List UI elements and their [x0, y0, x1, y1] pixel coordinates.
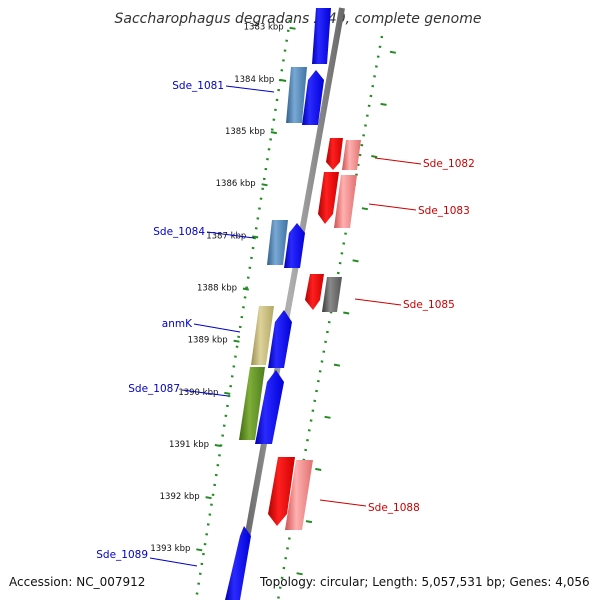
tick-mark-right: [296, 572, 303, 576]
tick-label: 1392 kbp: [160, 492, 200, 502]
gene-label-sde-1082[interactable]: Sde_1082: [423, 158, 475, 170]
tick-mark-left: [233, 339, 240, 343]
gene-glyph-sde-1089[interactable]: [225, 526, 251, 600]
gene-glyph-sde-1084-steel[interactable]: [267, 220, 288, 265]
gene-label-sde-1085[interactable]: Sde_1085: [403, 299, 455, 311]
tick-label: 1391 kbp: [169, 440, 209, 450]
tick-label: 1383 kbp: [244, 23, 284, 33]
tick-mark-right: [305, 520, 313, 524]
gene-glyph-sde-1088[interactable]: [268, 457, 295, 526]
gene-glyph-sde-1083-pink[interactable]: [334, 175, 357, 228]
gene-label-sde-1083[interactable]: Sde_1083: [418, 205, 470, 217]
tick-mark-right: [324, 415, 331, 419]
gene-glyph-sde-1083[interactable]: [318, 172, 339, 224]
gene-glyph-sde-1081-steel[interactable]: [286, 67, 307, 123]
gene-glyph-sde-1088-pink[interactable]: [285, 460, 313, 530]
tick-marks: 1383 kbp 1384 kbp 1385 kbp 1386 kbp 1387 kbp…: [150, 23, 396, 576]
gene-glyph-sde-1081[interactable]: [302, 70, 324, 125]
tick-mark-right: [380, 102, 387, 106]
gene-glyph-sde-1087[interactable]: [255, 370, 284, 444]
tick-mark-left: [252, 235, 259, 239]
gene-label-sde-1081[interactable]: Sde_1081: [172, 80, 224, 92]
topology-text: Topology: circular; Length: 5,057,531 bp…: [259, 575, 590, 589]
tick-label: 1388 kbp: [197, 284, 237, 294]
gene-label-sde-1087[interactable]: Sde_1087: [128, 383, 180, 395]
tick-mark-right: [361, 207, 368, 211]
accession-text: Accession: NC_007912: [9, 575, 145, 589]
tick-mark-left: [261, 183, 268, 187]
genome-backbone: [233, 7, 345, 600]
tick-mark-left: [270, 131, 277, 135]
gene-glyph-top-forward[interactable]: [312, 8, 331, 64]
gene-glyph-sde-1085[interactable]: [305, 274, 324, 310]
tick-mark-left: [280, 78, 287, 82]
gene-label-sde-1084[interactable]: Sde_1084: [153, 226, 205, 238]
tick-label: 1393 kbp: [150, 544, 190, 554]
tick-mark-left: [196, 548, 203, 552]
gene-glyph-sde-1082-pink[interactable]: [342, 140, 361, 170]
gene-label-sde-1089[interactable]: Sde_1089: [96, 549, 148, 561]
tick-mark-left: [289, 26, 296, 30]
tick-mark-right: [352, 259, 359, 263]
tick-mark-left: [205, 496, 212, 500]
gene-label-sde-1088[interactable]: Sde_1088: [368, 502, 420, 514]
tick-mark-left: [224, 391, 231, 395]
gene-glyph-sde-1082[interactable]: [326, 138, 343, 170]
tick-label: 1384 kbp: [234, 75, 274, 85]
tick-label: 1389 kbp: [188, 336, 228, 346]
map-title: Saccharophagus degradans 2-40, complete …: [115, 11, 482, 27]
gene-label-anmk[interactable]: anmK: [162, 318, 193, 330]
gene-glyph-anmk[interactable]: [268, 310, 292, 368]
tick-label: 1387 kbp: [206, 231, 246, 241]
tick-mark-left: [214, 444, 221, 447]
gene-glyph-anmk-khaki[interactable]: [251, 306, 274, 365]
tick-mark-right: [315, 467, 322, 471]
tick-mark-right: [371, 155, 378, 159]
gene-glyph-sde-1087-olive[interactable]: [239, 367, 265, 440]
gene-glyph-sde-1085-gray[interactable]: [322, 277, 342, 312]
tick-label: 1385 kbp: [225, 127, 265, 137]
tick-label: 1390 kbp: [178, 388, 218, 398]
tick-mark-right: [343, 311, 350, 315]
gene-features: [225, 8, 361, 600]
gene-glyph-sde-1084[interactable]: [284, 223, 305, 268]
gene-labels: Sde_1081 Sde_1082 Sde_1083 Sde_1084 Sde_…: [96, 80, 475, 567]
tick-mark-left: [242, 287, 249, 291]
tick-mark-right: [389, 50, 396, 54]
tick-mark-right: [333, 363, 341, 367]
tick-label: 1386 kbp: [216, 179, 256, 189]
